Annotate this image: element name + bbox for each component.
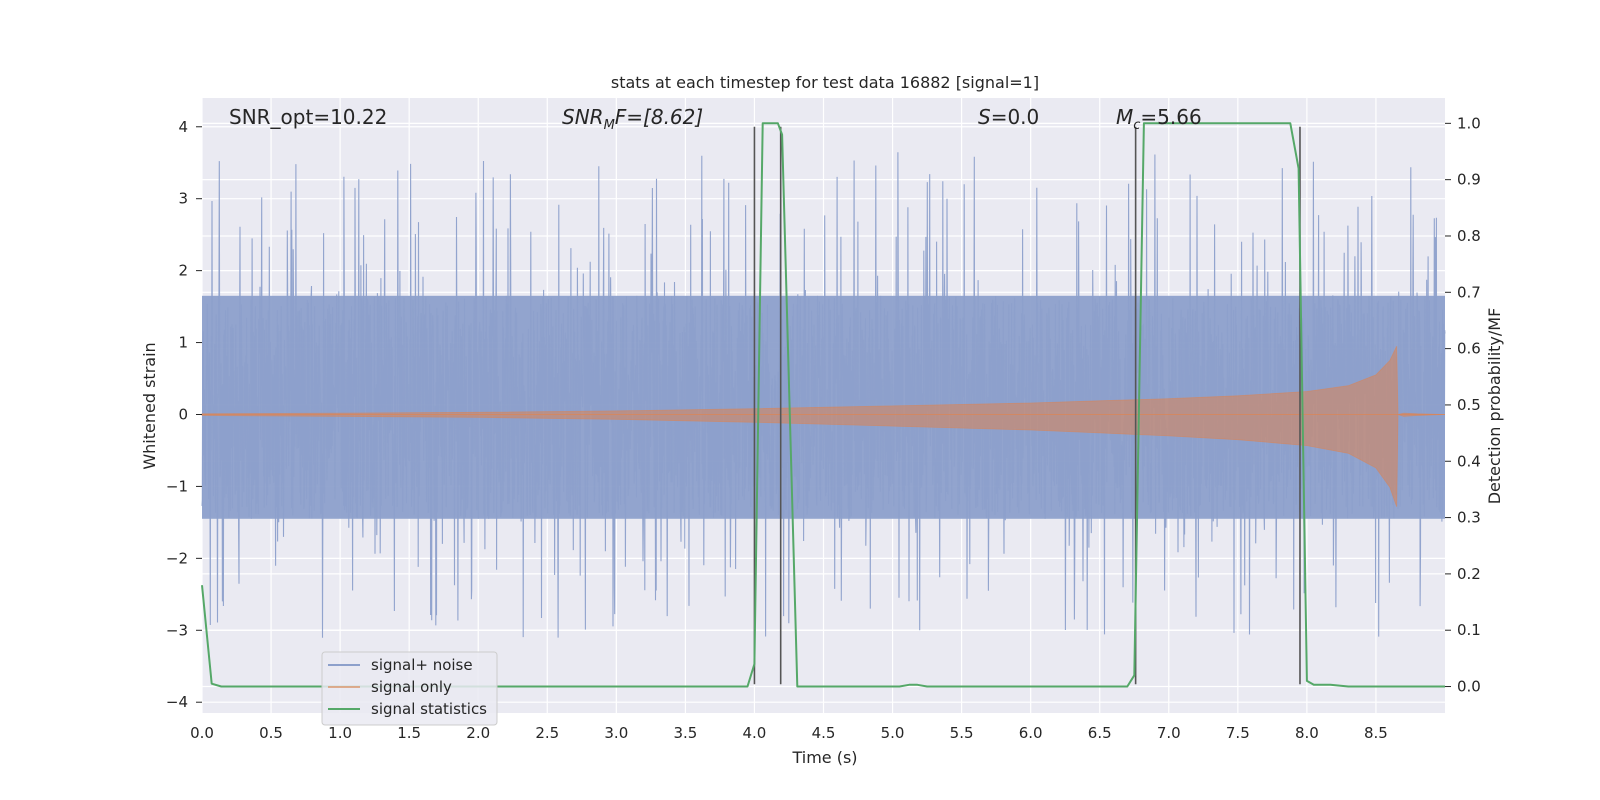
mc-subscript: c xyxy=(1133,118,1140,133)
legend-label-signal-only: signal only xyxy=(371,678,452,696)
series-signal-only xyxy=(201,346,1446,507)
snr-mf-symbol: SNR xyxy=(562,105,604,129)
annotation-snr-opt: SNR_opt=10.22 xyxy=(229,105,387,129)
x-tick-label: 0.5 xyxy=(259,724,283,742)
signal-envelope xyxy=(201,346,1446,507)
x-tick-label: 2.5 xyxy=(535,724,559,742)
y-axis-label-right: Detection probability/MF xyxy=(1485,308,1504,505)
x-tick-label: 1.0 xyxy=(328,724,352,742)
y-tick-label-left: −1 xyxy=(166,477,188,495)
x-tick-label: 4.0 xyxy=(743,724,767,742)
y-tick-label-left: 3 xyxy=(178,190,188,208)
y-tick-label-right: 0.1 xyxy=(1457,621,1481,639)
legend: signal+ noise signal only signal statist… xyxy=(321,651,498,726)
x-tick-label: 8.5 xyxy=(1364,724,1388,742)
x-tick-label: 0.0 xyxy=(190,724,214,742)
x-tick-label: 6.5 xyxy=(1088,724,1112,742)
x-tick-label: 3.5 xyxy=(673,724,697,742)
y-tick-label-left: 1 xyxy=(178,334,188,352)
mc-value: =5.66 xyxy=(1140,105,1201,129)
axis-ticks: 0.0 0.5 1.0 1.5 2.0 2.5 3.0 3.5 4.0 4.5 5.0 5.5 6.0 6… xyxy=(166,114,1481,742)
y-tick-label-left: −4 xyxy=(166,693,188,711)
y-tick-label-left: −3 xyxy=(166,621,188,639)
y-tick-label-left: 0 xyxy=(178,405,188,423)
y-tick-label-right: 0.5 xyxy=(1457,396,1481,414)
x-tick-label: 6.0 xyxy=(1019,724,1043,742)
x-tick-label: 7.5 xyxy=(1226,724,1250,742)
chart-title: stats at each timestep for test data 168… xyxy=(611,73,1039,92)
legend-label-signal-noise: signal+ noise xyxy=(371,656,473,674)
y-tick-label-right: 0.9 xyxy=(1457,171,1481,189)
y-tick-label-right: 1.0 xyxy=(1457,114,1481,132)
x-tick-label: 4.5 xyxy=(812,724,836,742)
y-tick-label-right: 0.0 xyxy=(1457,678,1481,696)
y-tick-label-right: 0.4 xyxy=(1457,452,1481,470)
y-tick-label-right: 0.6 xyxy=(1457,340,1481,358)
legend-box xyxy=(321,651,498,726)
x-tick-label: 8.0 xyxy=(1295,724,1319,742)
y-tick-label-left: 4 xyxy=(178,118,188,136)
y-tick-label-left: −2 xyxy=(166,549,188,567)
y-tick-label-left: 2 xyxy=(178,262,188,280)
x-tick-label: 3.0 xyxy=(604,724,628,742)
statistics-line xyxy=(201,122,1445,688)
snr-mf-value: F=[8.62] xyxy=(615,105,703,129)
x-tick-label: 5.5 xyxy=(950,724,974,742)
y-tick-label-right: 0.3 xyxy=(1457,509,1481,527)
x-tick-label: 7.0 xyxy=(1157,724,1181,742)
y-tick-label-right: 0.2 xyxy=(1457,565,1481,583)
mc-symbol: M xyxy=(1116,105,1133,129)
series-signal-statistics xyxy=(201,122,1445,688)
x-tick-label: 2.0 xyxy=(466,724,490,742)
y-axis-label-left: Whitened strain xyxy=(140,342,159,469)
annotation-snr-mf: SNRMF=[8.62] xyxy=(562,105,703,133)
s-value: =0.0 xyxy=(991,105,1040,129)
x-tick-label: 1.5 xyxy=(397,724,421,742)
annotation-s: S=0.0 xyxy=(978,105,1039,129)
x-axis-label: Time (s) xyxy=(791,748,857,767)
y-tick-label-right: 0.7 xyxy=(1457,283,1481,301)
x-tick-label: 5.0 xyxy=(881,724,905,742)
legend-label-signal-statistics: signal statistics xyxy=(371,700,487,718)
s-symbol: S xyxy=(978,105,991,129)
y-tick-label-right: 0.8 xyxy=(1457,227,1481,245)
annotation-mc: Mc=5.66 xyxy=(1116,105,1202,133)
snr-mf-subscript: M xyxy=(604,118,615,133)
